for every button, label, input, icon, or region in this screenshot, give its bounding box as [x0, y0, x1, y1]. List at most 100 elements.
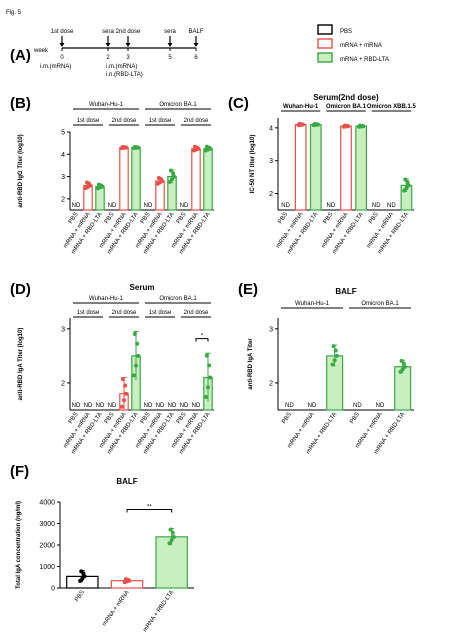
timeline-event-sera: sera: [102, 29, 114, 35]
panel-c-group-2: Omicron XBB.1.5: [367, 104, 417, 110]
panel-f-y-tick-label: 1000: [39, 564, 55, 571]
panel-b-subgroup-1: 2nd dose: [112, 118, 137, 124]
timeline-arrow-head: [125, 43, 131, 47]
panel-letter-e: (E): [238, 281, 258, 298]
panel-c-title: Serum(2nd dose): [313, 93, 379, 102]
panel-b-nd-label: ND: [180, 203, 189, 209]
panel-d-nd-label: ND: [144, 403, 153, 409]
panel-d-category-9: PBS: [176, 412, 188, 425]
panel-e-point-5: [402, 364, 407, 369]
timeline-event-sera: sera: [164, 29, 176, 35]
panel-c-point-8: [406, 183, 411, 188]
panel-d-group-1: Omicron BA.1: [159, 296, 197, 302]
panel-letter-c: (C): [228, 95, 249, 112]
panel-d-nd-label: ND: [168, 403, 177, 409]
panel-d-point-5: [135, 341, 140, 346]
panel-b-bar-5: [131, 147, 141, 211]
panel-b-point-5: [136, 145, 141, 150]
legend-swatch-1: [317, 38, 333, 49]
panel-b-y-tick-label: 3: [61, 174, 65, 181]
panel-b-point-7: [160, 179, 165, 184]
panel-c-point-8: [402, 188, 407, 193]
panel-c-bar-2: [309, 123, 322, 211]
panel-c-point-8: [405, 180, 410, 185]
panel-b-subgroup-0: 1st dose: [77, 118, 100, 124]
panel-e-nd-label: ND: [353, 403, 362, 409]
timeline-week-5: 5: [168, 55, 172, 61]
panel-c-y-tick-label: 2: [269, 191, 273, 198]
timeline-week-3: 3: [126, 55, 130, 61]
panel-b-category-3: PBS: [104, 212, 116, 225]
panel-c-bar-5: [355, 125, 368, 211]
panel-b-bar-11: [203, 148, 213, 211]
panel-d-nd-label: ND: [96, 403, 105, 409]
panel-c-point-8: [403, 177, 408, 182]
timeline-week-6: 6: [194, 55, 198, 61]
timeline-arrow-head: [105, 43, 111, 47]
panel-e-title: BALF: [335, 287, 356, 296]
panel-b-point-8: [170, 177, 174, 182]
timeline-arrow-head: [59, 43, 65, 47]
panel-b-point-8: [171, 171, 176, 176]
panel-d-point-11: [204, 353, 209, 358]
timeline-week-2: 2: [106, 55, 110, 61]
panel-f-y-label: Total IgA concentration (ng/ml): [16, 501, 22, 589]
panel-c-group-0: Wuhan-Hu-1: [283, 104, 319, 110]
panel-c-point-1: [300, 122, 305, 127]
panel-d-point-11: [208, 375, 213, 380]
legend-swatch-0: [317, 24, 333, 35]
panel-b-point-4: [124, 145, 129, 150]
timeline-route-3b: i.n.(RBD-LTA): [106, 72, 143, 78]
panel-d-point-5: [132, 331, 137, 336]
panel-f-title: BALF: [116, 477, 137, 486]
panel-d-point-4: [119, 404, 124, 409]
legend-swatch-2: [317, 52, 333, 63]
panel-f-point-2: [170, 530, 175, 535]
panel-d-title: Serum: [130, 283, 155, 292]
panel-f-point-2: [168, 527, 173, 532]
timeline-route-3a: i.m.(mRNA): [106, 64, 137, 70]
panel-b-bar-4: [119, 147, 129, 211]
legend-label-1: mRNA + mRNA: [340, 43, 382, 49]
panel-b-nd-label: ND: [144, 203, 153, 209]
panel-c-y-tick-label: 4: [269, 125, 273, 132]
panel-e-point-5: [401, 361, 406, 366]
panel-c-category-6: PBS: [368, 212, 380, 225]
panel-d-significance-label: *: [201, 334, 204, 340]
panel-d-point-11: [206, 385, 210, 390]
panel-f-y-tick-label: 2000: [39, 543, 55, 550]
panel-b-point-8: [168, 168, 173, 173]
panel-b-group-0: Wuhan-Hu-1: [89, 102, 124, 108]
panel-letter-f: (F): [10, 463, 29, 480]
panel-f-point-2: [171, 534, 176, 539]
panel-d-y-tick-label: 2: [61, 380, 65, 387]
timeline-week-0: 0: [60, 55, 64, 61]
panel-b-point-2: [100, 184, 105, 189]
panel-c-point-8: [404, 185, 409, 190]
panel-d-y-label: anti-RBD IgA Titer (log10): [18, 328, 24, 401]
panel-d-point-5: [134, 363, 138, 368]
panel-e-point-2: [330, 362, 335, 367]
timeline-event-second-dose: 2nd dose: [116, 29, 141, 35]
panel-d-point-4: [124, 391, 129, 396]
panel-letter-a: (A): [10, 47, 31, 64]
panel-b-point-11: [208, 146, 213, 151]
panel-d-subgroup-3: 2nd dose: [184, 310, 209, 316]
panel-d-point-5: [136, 353, 141, 358]
panel-e-point-2: [333, 348, 338, 353]
panel-d-subgroup-0: 1st dose: [77, 310, 100, 316]
panel-e-nd-label: ND: [285, 403, 294, 409]
panel-f-point-1: [127, 578, 132, 583]
panel-c-y-tick-label: 3: [269, 158, 273, 165]
panel-d-nd-label: ND: [180, 403, 189, 409]
panel-b-bar-10: [191, 148, 201, 211]
panel-b-y-tick-label: 4: [61, 152, 65, 159]
timeline-week-label: week: [33, 48, 49, 54]
panel-e-point-2: [331, 344, 336, 349]
panel-b-nd-label: ND: [72, 203, 81, 209]
panel-f-y-tick-label: 3000: [39, 521, 55, 528]
panel-f-point-0: [82, 574, 87, 579]
legend-label-2: mRNA + RBD-LTA: [340, 57, 389, 63]
panel-d-point-5: [131, 373, 136, 378]
timeline-event-first-dose: 1st dose: [51, 29, 74, 35]
